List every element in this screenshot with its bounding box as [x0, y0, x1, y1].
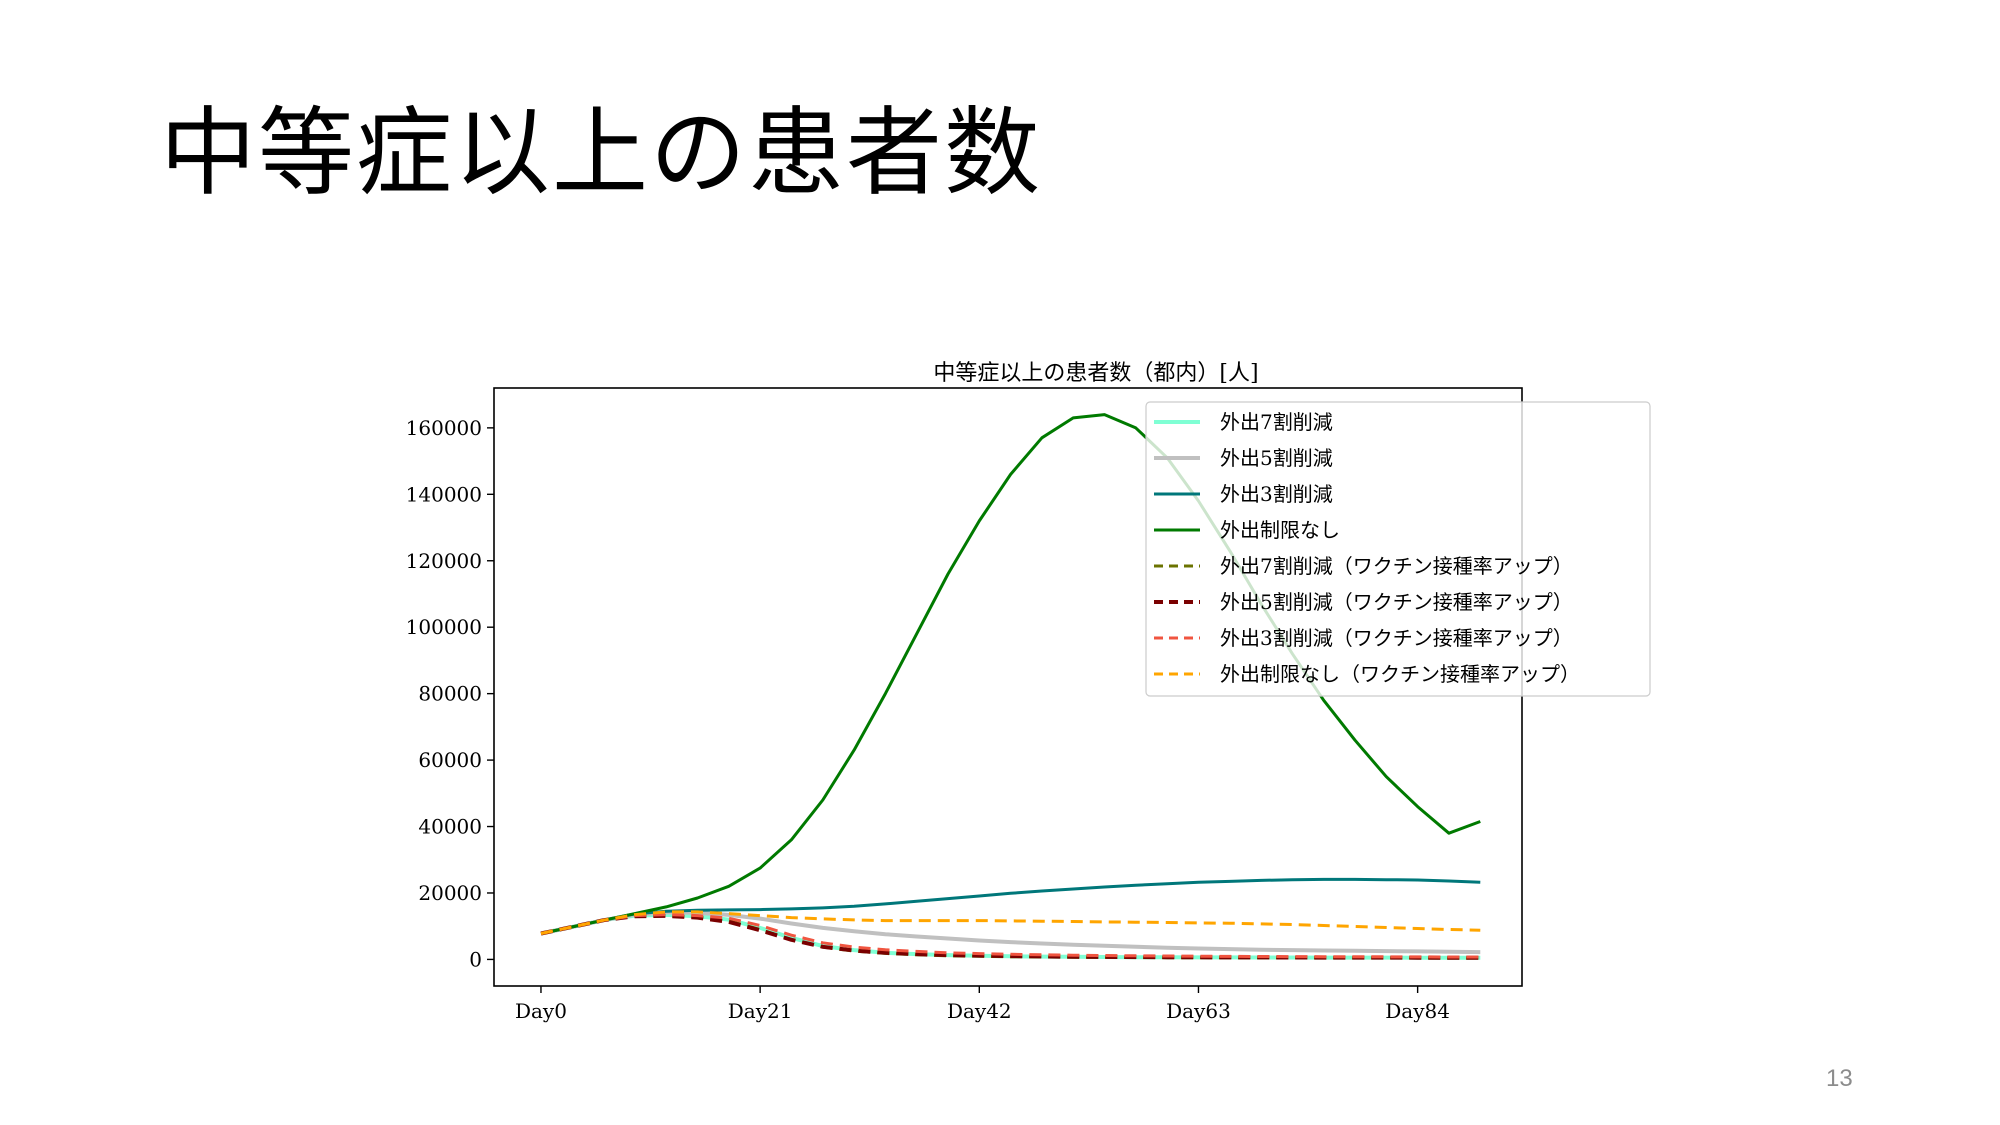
y-tick-label: 140000 — [406, 482, 482, 506]
x-tick-label: Day21 — [728, 999, 793, 1023]
legend-label: 外出7割削減（ワクチン接種率アップ） — [1220, 554, 1573, 578]
legend: 外出7割削減外出5割削減外出3割削減外出制限なし外出7割削減（ワクチン接種率アッ… — [1145, 401, 1651, 697]
legend-label: 外出3割削減 — [1220, 482, 1333, 506]
y-tick-label: 100000 — [406, 615, 482, 639]
x-tick-label: Day84 — [1385, 999, 1450, 1023]
series-line-3 — [540, 877, 1481, 935]
legend-label: 外出5割削減 — [1220, 446, 1333, 470]
series-line-8 — [540, 910, 1481, 935]
slide-title: 中等症以上の患者数 — [160, 97, 1042, 209]
x-axis: Day0 Day21 Day42 Day63 Day84 — [515, 986, 1450, 1023]
y-axis: 0 20000 40000 60000 80000 100000 120000 140000 1… — [406, 416, 494, 971]
legend-label: 外出3割削減（ワクチン接種率アップ） — [1220, 626, 1573, 650]
page-number: 13 — [1826, 1065, 1853, 1092]
y-tick-label: 60000 — [418, 748, 482, 772]
y-tick-label: 80000 — [418, 682, 482, 706]
x-tick-label: Day63 — [1166, 999, 1231, 1023]
x-tick-label: Day42 — [947, 999, 1012, 1023]
legend-label: 外出制限なし（ワクチン接種率アップ） — [1220, 662, 1580, 686]
x-tick-label: Day0 — [515, 999, 567, 1023]
legend-box — [1145, 401, 1651, 697]
y-tick-label: 0 — [469, 947, 482, 971]
y-tick-label: 120000 — [406, 549, 482, 573]
legend-label: 外出7割削減 — [1220, 410, 1333, 434]
y-tick-label: 160000 — [406, 416, 482, 440]
y-tick-label: 40000 — [418, 815, 482, 839]
legend-label: 外出5割削減（ワクチン接種率アップ） — [1220, 590, 1573, 614]
legend-label: 外出制限なし — [1220, 518, 1340, 542]
y-tick-label: 20000 — [418, 881, 482, 905]
plot-lines — [540, 413, 1481, 960]
chart-title: 中等症以上の患者数（都内）[人] — [933, 361, 1258, 386]
series-line-7 — [540, 913, 1481, 959]
series-line-4 — [540, 413, 1481, 935]
